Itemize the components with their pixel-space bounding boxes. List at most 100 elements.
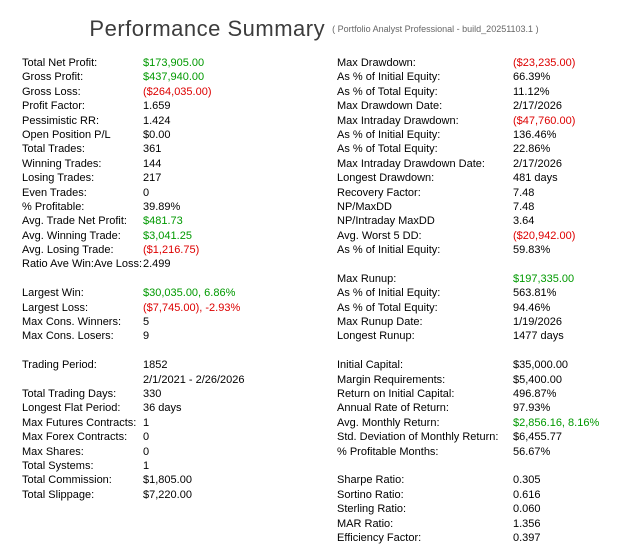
metric-label: Total Commission: [22,474,112,487]
metric-value: $30,035.00, 6.86% [143,287,236,300]
metric-value: 563.81% [513,287,557,300]
metric-value [143,502,337,516]
metric-label: Longest Drawdown: [337,172,435,185]
metric-value [513,257,628,271]
metric-label: Avg. Losing Trade: [22,244,114,257]
metric-value: $35,000.00 [513,359,569,372]
metric-label: NP/Intraday MaxDD [337,215,435,228]
metric-label: Avg. Winning Trade: [22,229,121,242]
metric-value: 0 [143,186,150,199]
metric-value: $5,400.00 [513,373,562,386]
metric-label: Std. Deviation of Monthly Return: [337,431,499,444]
metric-label: Total Systems: [22,459,94,472]
metric-row [22,344,628,358]
metric-label: Max Runup: [337,272,397,285]
metric-value: 66.39% [513,71,551,84]
metric-label: Efficiency Factor: [337,531,422,544]
metric-value: $1,805.00 [143,474,192,487]
metric-value: 94.46% [513,301,551,314]
metric-value: 22.86% [513,143,551,156]
metric-label: Even Trades: [22,186,87,199]
metric-label: Return on Initial Capital: [337,387,455,400]
metric-value: 7.48 [513,200,535,213]
metric-label: Longest Flat Period: [22,402,121,415]
metric-value: $481.73 [143,215,183,228]
metric-row: Total Systems: 1 [22,459,628,473]
metric-label: Avg. Worst 5 DD: [337,229,422,242]
report-header: Performance Summary ( Portfolio Analyst P… [0,0,628,42]
metric-row: Open Position P/L $0.00 As % of Initial Eq… [22,128,628,142]
metric-value: 481 days [513,172,558,185]
metric-row: Profit Factor: 1.659 Max Drawdown Date: 2/1… [22,99,628,113]
metric-row: Max Cons. Winners: 5 Max Runup Date: 1/19/2… [22,315,628,329]
metrics-grid: Total Net Profit: $173,905.00 Max Drawdown… [0,56,628,545]
metric-value: 2.499 [143,258,171,271]
metric-value: 2/17/2026 [513,100,562,113]
metric-value: 136.46% [513,128,557,141]
metric-row: Total Trading Days: 330 Return on Initial … [22,387,628,401]
metric-label: Gross Profit: [22,71,84,84]
metric-label [337,344,513,358]
metric-value: 11.12% [513,85,550,98]
metric-value: $437,940.00 [143,71,205,84]
metric-label: As % of Total Equity: [337,85,438,98]
metric-label: Pessimistic RR: [22,114,100,127]
metric-value: 1.659 [143,100,171,113]
metric-value: $2,856.16, 8.16% [513,416,600,429]
metric-row: Even Trades: 0 Recovery Factor: 7.48 [22,186,628,200]
metric-row: Ratio Ave Win:Ave Loss: 2.499 [22,257,628,271]
metric-value: 3.64 [513,215,535,228]
metric-label: Sharpe Ratio: [337,474,405,487]
metric-label [337,257,513,271]
metric-label: Losing Trades: [22,172,95,185]
metric-value: 0 [143,431,150,444]
metric-value: ($7,745.00), -2.93% [143,301,241,314]
metric-label: Largest Loss: [22,301,89,314]
metric-value: 39.89% [143,200,181,213]
metric-label: Total Net Profit: [22,57,98,69]
metric-value: $7,220.00 [143,488,192,501]
metric-row: Total Trades: 361 As % of Total Equity: 22.… [22,142,628,156]
metric-value: 2/1/2021 - 2/26/2026 [143,373,245,386]
metric-value: $6,455.77 [513,431,562,444]
metric-label: Max Intraday Drawdown: [337,114,459,127]
metric-label: % Profitable Months: [337,445,439,458]
metric-value: 1477 days [513,330,564,343]
metric-label: Max Drawdown Date: [337,100,443,113]
metric-label: Initial Capital: [337,359,404,372]
metric-row: Avg. Winning Trade: $3,041.25 Avg. Worst 5… [22,229,628,243]
metric-value [513,344,628,358]
metric-value: 361 [143,143,162,156]
metric-label: Largest Win: [22,287,84,300]
report-build-info: ( Portfolio Analyst Professional - build… [332,24,539,34]
metric-label: Max Drawdown: [337,57,416,69]
metric-row: Largest Win: $30,035.00, 6.86% As % of Ini… [22,286,628,300]
metric-row: Max Cons. Losers: 9 Longest Runup: 1477 day… [22,329,628,343]
metric-row: Trading Period: 1852 Initial Capital: $35,0… [22,358,628,372]
metric-row: Gross Loss: ($264,035.00) As % of Total Eq… [22,85,628,99]
metric-label: Profit Factor: [22,100,85,113]
metric-label: Sterling Ratio: [337,503,407,516]
metric-value: $0.00 [143,128,171,141]
metric-label: Recovery Factor: [337,186,421,199]
metric-label: Total Slippage: [22,488,95,501]
metric-row: Largest Loss: ($7,745.00), -2.93% As % of … [22,301,628,315]
metric-row: Sterling Ratio: 0.060 [22,502,628,516]
metric-value: 2/17/2026 [513,157,562,170]
metric-value: 9 [143,330,150,343]
metric-value: 330 [143,387,162,400]
metric-value: 0 [143,445,150,458]
metric-label: As % of Initial Equity: [337,128,441,141]
metric-value: 496.87% [513,387,557,400]
metric-label: Gross Loss: [22,85,81,98]
metric-label: Open Position P/L [22,128,111,141]
metric-label: Max Shares: [22,445,84,458]
metric-row: Total Commission: $1,805.00 Sharpe Ratio: 0… [22,473,628,487]
metric-row: Max Runup: $197,335.00 [22,272,628,286]
metric-value [143,272,337,286]
metric-value: $3,041.25 [143,229,192,242]
metric-value: 1/19/2026 [513,316,562,329]
metric-label: Avg. Trade Net Profit: [22,215,127,228]
metric-value: 0.616 [513,488,541,501]
